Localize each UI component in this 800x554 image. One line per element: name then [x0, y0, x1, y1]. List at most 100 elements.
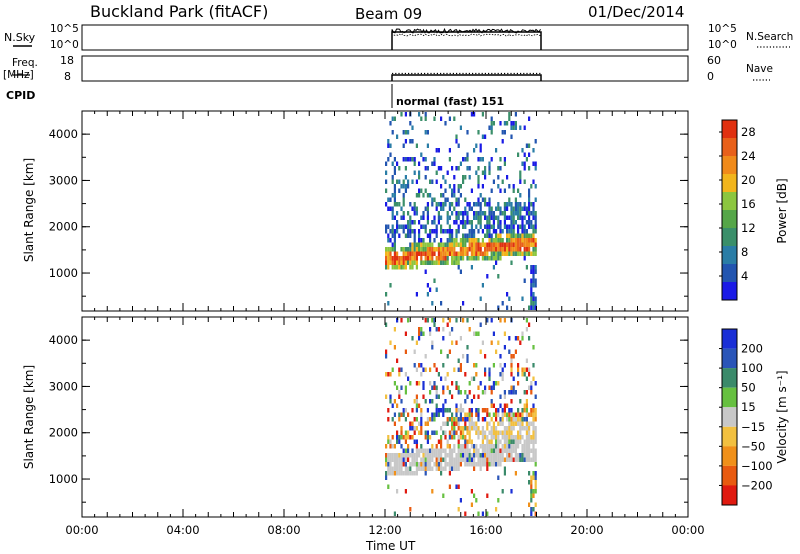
data-cell: [440, 376, 443, 381]
data-cell: [459, 336, 462, 341]
data-cell: [503, 426, 506, 431]
data-cell: [455, 457, 458, 462]
data-cell: [490, 251, 493, 256]
data-cell: [455, 408, 458, 413]
data-cell: [481, 448, 484, 453]
data-cell: [442, 336, 445, 341]
data-cell: [455, 430, 458, 435]
data-cell: [534, 296, 537, 301]
data-cell: [530, 265, 533, 270]
data-cell: [457, 367, 460, 372]
data-cell: [446, 385, 449, 390]
data-cell: [492, 121, 495, 126]
data-cell: [510, 408, 513, 413]
data-cell: [437, 260, 440, 265]
data-cell: [484, 170, 487, 175]
data-cell: [431, 385, 434, 390]
data-cell: [440, 471, 443, 476]
data-cell: [411, 421, 414, 426]
data-cell: [413, 170, 416, 175]
data-cell: [459, 125, 462, 130]
data-cell: [470, 408, 473, 413]
data-cell: [411, 265, 414, 270]
data-cell: [409, 229, 412, 234]
data-cell: [431, 301, 434, 306]
data-cell: [512, 457, 515, 462]
data-cell: [400, 444, 403, 449]
data-cell: [532, 435, 535, 440]
data-cell: [506, 202, 509, 207]
data-cell: [398, 457, 401, 462]
data-cell: [501, 435, 504, 440]
data-cell: [422, 385, 425, 390]
data-cell: [517, 233, 520, 238]
data-cell: [475, 251, 478, 256]
data-cell: [409, 251, 412, 256]
data-cell: [473, 462, 476, 467]
data-cell: [418, 161, 421, 166]
data-cell: [391, 179, 394, 184]
data-cell: [486, 493, 489, 498]
data-cell: [512, 390, 515, 395]
data-cell: [462, 238, 465, 243]
data-cell: [499, 403, 502, 408]
data-cell: [464, 238, 467, 243]
data-cell: [506, 229, 509, 234]
data-cell: [444, 247, 447, 252]
data-cell: [501, 247, 504, 252]
data-cell: [501, 242, 504, 247]
data-cell: [470, 265, 473, 270]
data-cell: [407, 318, 410, 323]
data-cell: [512, 233, 515, 238]
data-cell: [437, 394, 440, 399]
data-cell: [488, 376, 491, 381]
data-cell: [448, 430, 451, 435]
data-cell: [424, 251, 427, 256]
data-cell: [448, 148, 451, 153]
nsky-left-bottom-tick: 10^0: [50, 39, 79, 51]
data-cell: [492, 421, 495, 426]
data-cell: [402, 215, 405, 220]
data-cell: [393, 238, 396, 243]
data-cell: [523, 439, 526, 444]
data-cell: [455, 417, 458, 422]
data-cell: [514, 112, 517, 117]
data-cell: [457, 421, 460, 426]
data-cell: [475, 421, 478, 426]
data-cell: [396, 462, 399, 467]
data-cell: [418, 170, 421, 175]
data-cell: [464, 224, 467, 229]
data-cell: [490, 121, 493, 126]
data-cell: [470, 462, 473, 467]
data-cell: [426, 242, 429, 247]
data-cell: [459, 417, 462, 422]
data-cell: [508, 435, 511, 440]
data-cell: [459, 430, 462, 435]
data-cell: [431, 489, 434, 494]
data-cell: [398, 179, 401, 184]
data-cell: [459, 457, 462, 462]
data-cell: [440, 215, 443, 220]
data-cell: [495, 448, 498, 453]
data-cell: [396, 430, 399, 435]
data-cell: [437, 457, 440, 462]
data-cell: [521, 408, 524, 413]
data-cell: [519, 430, 522, 435]
data-cell: [503, 363, 506, 368]
data-cell: [473, 493, 476, 498]
data-cell: [525, 430, 528, 435]
data-cell: [510, 439, 513, 444]
data-cell: [477, 220, 480, 225]
data-cell: [462, 318, 465, 323]
data-cell: [508, 116, 511, 121]
data-cell: [451, 188, 454, 193]
data-cell: [470, 457, 473, 462]
data-cell: [477, 408, 480, 413]
data-cell: [448, 462, 451, 467]
data-cell: [521, 229, 524, 234]
data-cell: [451, 466, 454, 471]
data-cell: [415, 466, 418, 471]
data-cell: [426, 292, 429, 297]
data-cell: [508, 233, 511, 238]
data-cell: [426, 408, 429, 413]
